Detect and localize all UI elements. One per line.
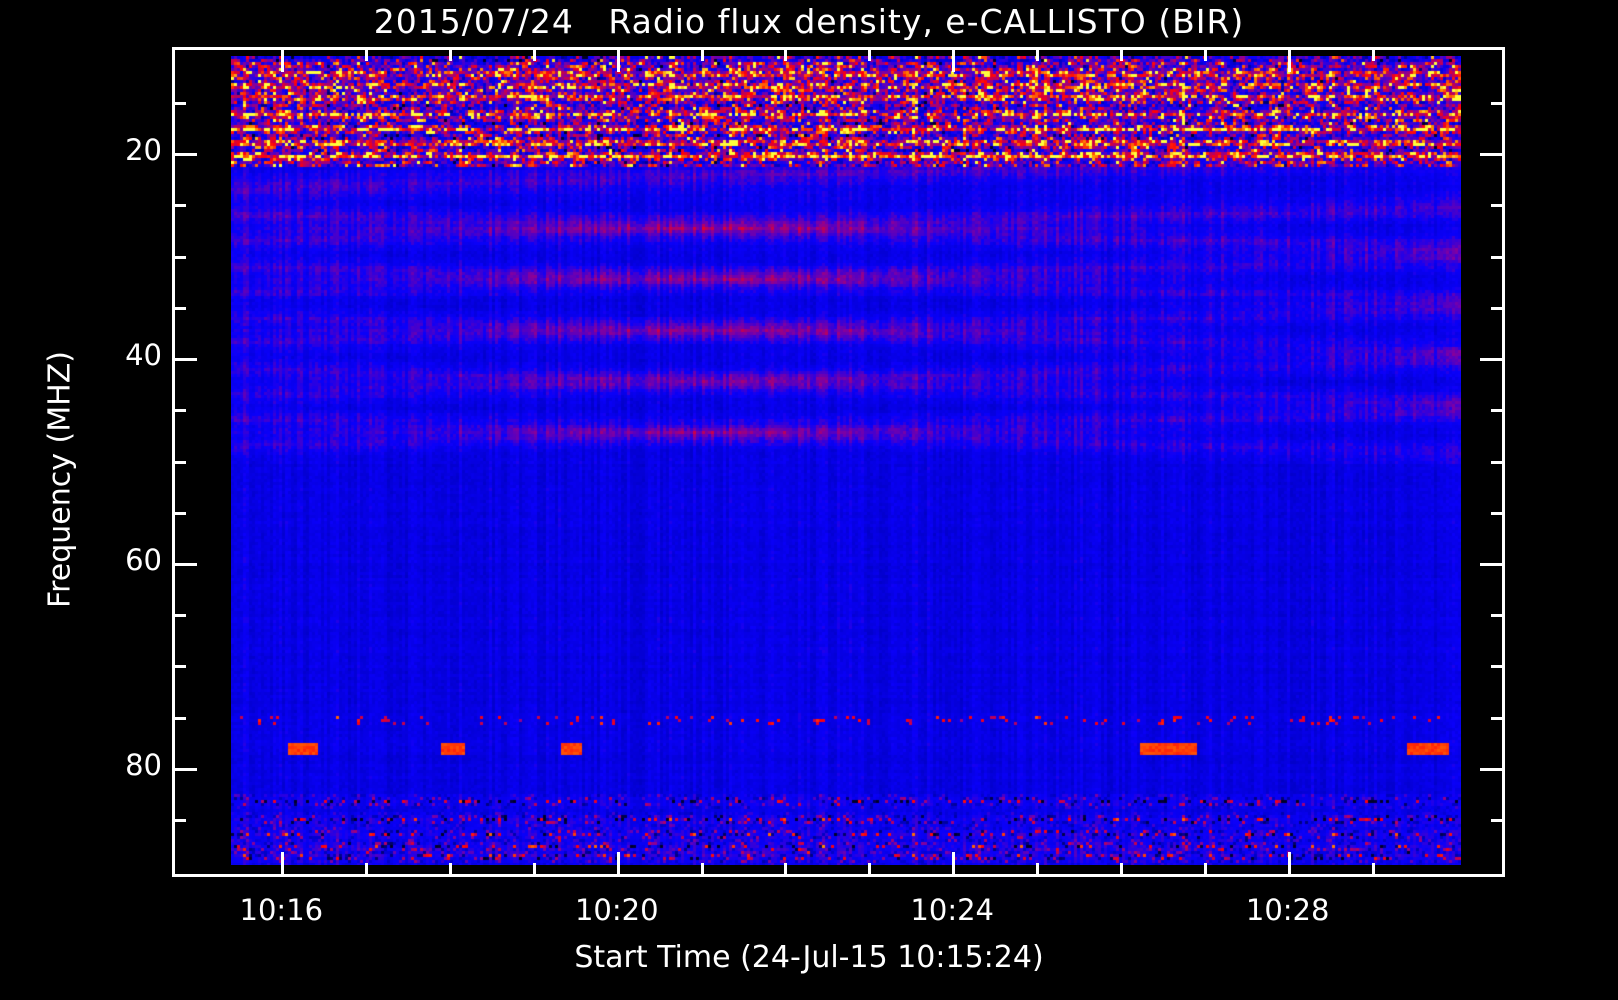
x-tick-18 (449, 863, 452, 877)
y-tick-label-20: 20 (125, 133, 162, 168)
x-tick-19 (533, 863, 536, 877)
x-tick-27 (1204, 863, 1207, 877)
y-tick-right-40 (1480, 358, 1505, 361)
x-tick-17 (365, 863, 368, 877)
x-tick-top-22 (784, 47, 787, 61)
x-tick-top-18 (449, 47, 452, 61)
y-tick-50 (172, 461, 186, 464)
x-tick-label-24: 10:24 (910, 893, 994, 927)
x-tick-top-28 (1288, 47, 1291, 72)
x-tick-29 (1372, 863, 1375, 877)
x-tick-label-16: 10:16 (239, 893, 324, 927)
y-tick-55 (172, 512, 186, 515)
y-tick-75 (172, 717, 186, 720)
x-tick-top-25 (1036, 47, 1039, 61)
x-tick-23 (868, 863, 871, 877)
x-tick-top-24 (952, 47, 955, 72)
y-tick-45 (172, 409, 186, 412)
y-tick-20 (172, 153, 197, 156)
x-tick-top-21 (701, 47, 704, 61)
x-tick-top-20 (617, 47, 620, 72)
x-tick-top-29 (1372, 47, 1375, 61)
y-tick-right-50 (1491, 461, 1505, 464)
x-tick-25 (1036, 863, 1039, 877)
x-tick-top-27 (1204, 47, 1207, 61)
y-tick-right-45 (1491, 409, 1505, 412)
x-tick-top-16 (281, 47, 284, 72)
y-tick-right-55 (1491, 512, 1505, 515)
y-axis-title: Frequency (MHZ) (42, 351, 78, 608)
x-tick-top-23 (868, 47, 871, 61)
x-tick-22 (784, 863, 787, 877)
spectrogram-image (231, 56, 1461, 865)
y-tick-60 (172, 563, 197, 566)
x-tick-26 (1120, 863, 1123, 877)
page-title: 2015/07/24 Radio flux density, e-CALLIST… (373, 2, 1245, 41)
y-tick-40 (172, 358, 197, 361)
y-tick-right-15 (1491, 102, 1505, 105)
y-tick-label-60: 60 (125, 542, 162, 577)
y-tick-25 (172, 204, 186, 207)
y-tick-label-80: 80 (125, 747, 162, 782)
y-tick-right-25 (1491, 204, 1505, 207)
y-tick-30 (172, 256, 186, 259)
y-tick-right-80 (1480, 768, 1505, 771)
x-tick-21 (701, 863, 704, 877)
y-tick-right-30 (1491, 256, 1505, 259)
y-tick-right-85 (1491, 819, 1505, 822)
y-tick-35 (172, 307, 186, 310)
y-tick-label-40: 40 (125, 338, 162, 373)
y-tick-right-65 (1491, 614, 1505, 617)
y-tick-85 (172, 819, 186, 822)
x-tick-28 (1288, 852, 1291, 877)
y-tick-80 (172, 768, 197, 771)
y-tick-70 (172, 665, 186, 668)
x-tick-16 (281, 852, 284, 877)
y-tick-right-60 (1480, 563, 1505, 566)
y-tick-right-35 (1491, 307, 1505, 310)
x-tick-top-17 (365, 47, 368, 61)
y-tick-right-75 (1491, 717, 1505, 720)
y-tick-right-20 (1480, 153, 1505, 156)
x-tick-top-19 (533, 47, 536, 61)
y-tick-65 (172, 614, 186, 617)
x-tick-24 (952, 852, 955, 877)
x-tick-20 (617, 852, 620, 877)
x-tick-label-28: 10:28 (1245, 893, 1330, 927)
x-axis-title: Start Time (24-Jul-15 10:15:24) (574, 940, 1044, 975)
y-tick-15 (172, 102, 186, 105)
x-tick-label-20: 10:20 (574, 893, 659, 927)
y-tick-right-70 (1491, 665, 1505, 668)
x-tick-top-26 (1120, 47, 1123, 61)
